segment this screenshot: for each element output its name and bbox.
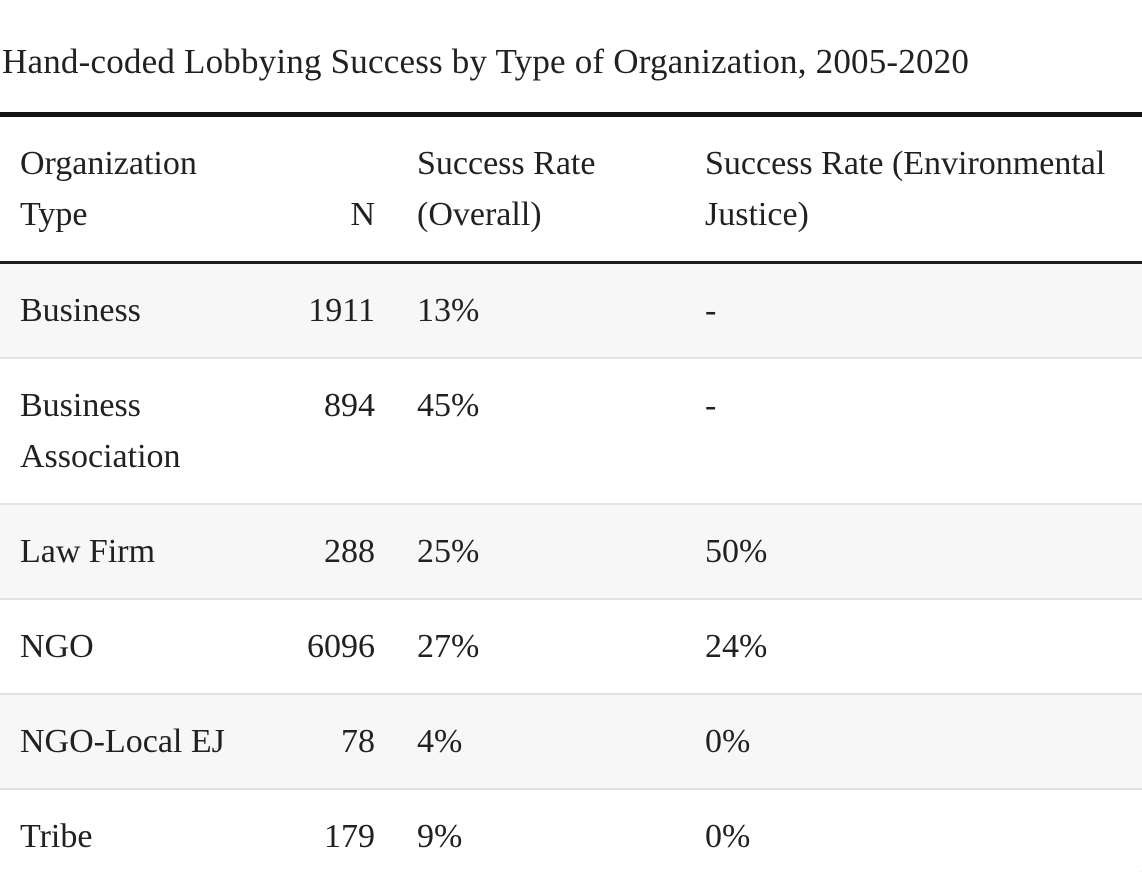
cell-n: 288 <box>324 533 375 570</box>
cell-success-rate-ej: 0% <box>705 818 751 855</box>
header-row: Organization Type N Success Rate (Overal… <box>0 115 1142 263</box>
cell-organization-type: Business Association <box>20 387 181 475</box>
table-widget: Hand-coded Lobbying Success by Type of O… <box>0 40 1142 872</box>
cell-organization-type: NGO <box>20 628 94 665</box>
table-row-business-association: Business Association 894 45% - <box>0 358 1142 504</box>
cell-success-rate-overall: 45% <box>417 387 480 424</box>
table-row-law-firm: Law Firm 288 25% 50% <box>0 504 1142 599</box>
cell-success-rate-overall: 4% <box>417 723 463 760</box>
cell-organization-type: Tribe <box>20 818 93 855</box>
cell-success-rate-ej: 50% <box>705 533 768 570</box>
cell-organization-type: Law Firm <box>20 533 156 570</box>
table-header: Organization Type N Success Rate (Overal… <box>0 115 1142 263</box>
page-title: Hand-coded Lobbying Success by Type of O… <box>2 42 970 81</box>
table-body: Business 1911 13% - Business Association… <box>0 262 1142 872</box>
cell-n: 1911 <box>308 292 375 329</box>
table-row-ngo: NGO 6096 27% 24% <box>0 599 1142 694</box>
cell-success-rate-overall: 13% <box>417 292 480 329</box>
cell-organization-type: Business <box>20 292 141 329</box>
cell-success-rate-ej: 24% <box>705 628 768 665</box>
cell-success-rate-overall: 9% <box>417 818 463 855</box>
lobbying-success-table: Organization Type N Success Rate (Overal… <box>0 112 1142 872</box>
cell-success-rate-ej: 0% <box>705 723 751 760</box>
cell-success-rate-overall: 25% <box>417 533 480 570</box>
cell-organization-type: NGO-Local EJ <box>20 723 225 760</box>
table-row-tribe: Tribe 179 9% 0% <box>0 789 1142 872</box>
cell-n: 894 <box>324 387 375 424</box>
cell-success-rate-ej: - <box>705 292 717 329</box>
resize-grip-icon[interactable] <box>1096 868 1142 872</box>
cell-n: 179 <box>324 818 375 855</box>
cell-n: 6096 <box>307 628 375 665</box>
column-header-organization-type: Organization Type <box>20 145 197 233</box>
cell-success-rate-overall: 27% <box>417 628 480 665</box>
cell-n: 78 <box>341 723 375 760</box>
column-header-success-rate-overall: Success Rate (Overall) <box>417 145 596 233</box>
cell-success-rate-ej: - <box>705 387 717 424</box>
column-header-success-rate-environmental-justice: Success Rate (Environmental Justice) <box>705 145 1106 233</box>
table-row-business: Business 1911 13% - <box>0 262 1142 358</box>
column-header-n: N <box>350 196 375 233</box>
table-row-ngo-local-ej: NGO-Local EJ 78 4% 0% <box>0 694 1142 789</box>
